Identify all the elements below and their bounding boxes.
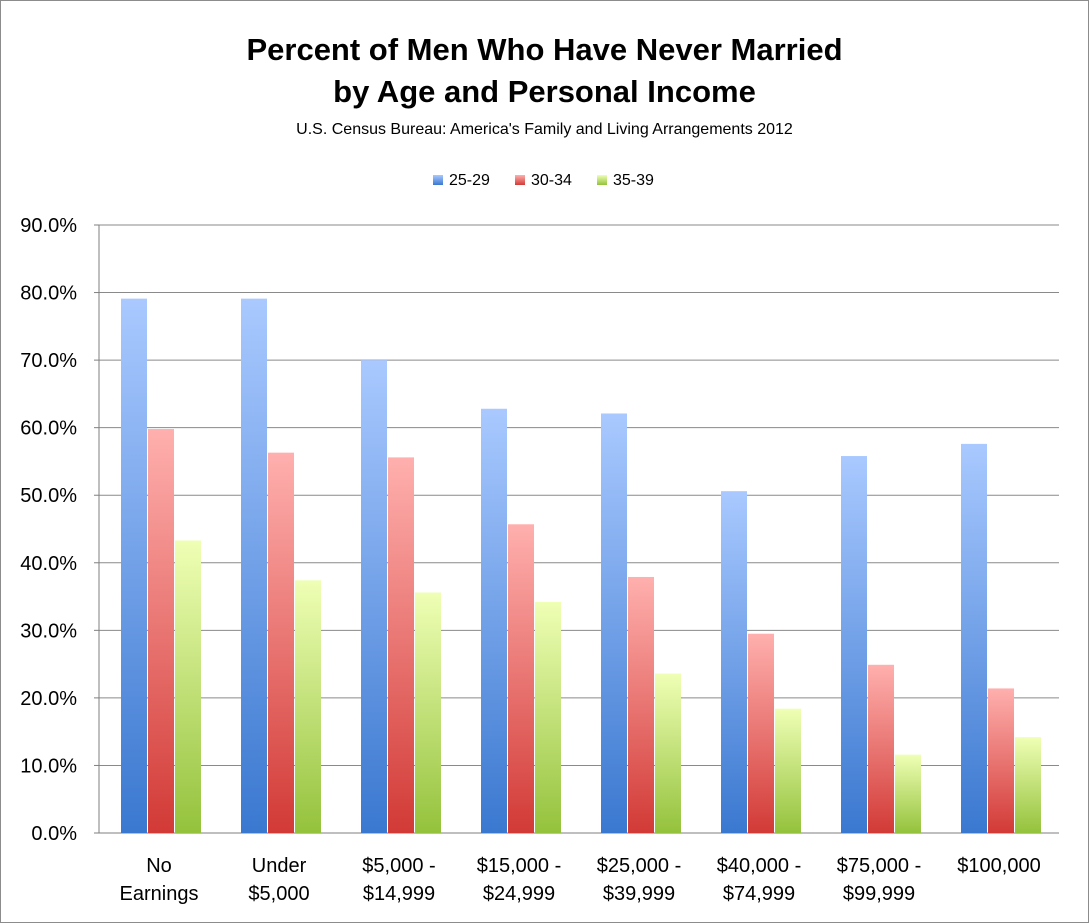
bar-35-39-cat-6 bbox=[775, 708, 801, 833]
x-category-label-line: $5,000 - bbox=[362, 855, 435, 877]
legend-label-30-34: 30-34 bbox=[531, 172, 572, 189]
x-category-label-line: $24,999 bbox=[483, 883, 555, 905]
legend: 25-29 30-34 35-39 bbox=[433, 172, 654, 189]
x-category-label: $100,000 bbox=[957, 855, 1040, 877]
bar-25-29-cat-7 bbox=[841, 456, 867, 833]
bar-30-34-cat-6 bbox=[748, 633, 774, 833]
x-axis-categories: No Earnings Under $5,000 $5,000 - $14,999 $15,… bbox=[120, 855, 1041, 905]
legend-item-30-34: 30-34 bbox=[515, 172, 572, 189]
x-category-label-line: $14,999 bbox=[363, 883, 435, 905]
x-category-label-line: Earnings bbox=[120, 883, 199, 905]
x-category-label-line: $100,000 bbox=[957, 855, 1040, 877]
bar-30-34-cat-2 bbox=[268, 452, 294, 833]
y-tick-label: 0.0% bbox=[31, 823, 77, 845]
bar-30-34-cat-1 bbox=[148, 429, 174, 833]
bar-35-39-cat-5 bbox=[655, 673, 681, 833]
bar-30-34-cat-8 bbox=[988, 688, 1014, 833]
chart-subtitle-group: U.S. Census Bureau: America's Family and… bbox=[296, 121, 793, 138]
legend-label-25-29: 25-29 bbox=[449, 172, 490, 189]
x-category-label: $75,000 - $99,999 bbox=[837, 855, 922, 905]
bar-30-34-cat-5 bbox=[628, 576, 654, 833]
y-tick-label: 90.0% bbox=[20, 215, 77, 237]
y-tick-label: 40.0% bbox=[20, 553, 77, 575]
bar-25-29-cat-5 bbox=[601, 413, 627, 833]
bar-25-29-cat-8 bbox=[961, 443, 987, 833]
chart-subtitle: U.S. Census Bureau: America's Family and… bbox=[296, 121, 793, 138]
y-axis-ticks: 0.0% 10.0% 20.0% 30.0% 40.0% 50.0% 60.0% 70.0% 8… bbox=[20, 215, 77, 845]
bar-25-29-cat-6 bbox=[721, 491, 747, 833]
x-category-label: $40,000 - $74,999 bbox=[717, 855, 802, 905]
x-category-label-line: Under bbox=[252, 855, 307, 877]
y-tick-label: 50.0% bbox=[20, 485, 77, 507]
y-tick-label: 20.0% bbox=[20, 688, 77, 710]
bar-35-39-cat-8 bbox=[1015, 737, 1041, 833]
y-tick-label: 60.0% bbox=[20, 418, 77, 440]
x-category-label: $15,000 - $24,999 bbox=[477, 855, 562, 905]
x-category-label-line: $40,000 - bbox=[717, 855, 802, 877]
x-category-label-line: $25,000 - bbox=[597, 855, 682, 877]
x-category-label-line: $74,999 bbox=[723, 883, 795, 905]
y-tick-label: 70.0% bbox=[20, 350, 77, 372]
x-category-label: No Earnings bbox=[120, 855, 199, 905]
bar-25-29-cat-3 bbox=[361, 360, 387, 833]
x-category-label-line: No bbox=[146, 855, 172, 877]
x-category-label-line: $15,000 - bbox=[477, 855, 562, 877]
x-category-label: $5,000 - $14,999 bbox=[362, 855, 435, 905]
chart-title: Percent of Men Who Have Never Married by … bbox=[246, 32, 842, 109]
bar-30-34-cat-7 bbox=[868, 664, 894, 833]
x-category-label: $25,000 - $39,999 bbox=[597, 855, 682, 905]
y-tick-label: 10.0% bbox=[20, 755, 77, 777]
bar-25-29-cat-1 bbox=[121, 298, 147, 833]
legend-swatch-35-39 bbox=[597, 175, 607, 185]
x-category-label-line: $39,999 bbox=[603, 883, 675, 905]
x-category-label: Under $5,000 bbox=[248, 855, 309, 905]
x-category-label-line: $75,000 - bbox=[837, 855, 922, 877]
chart-title-line-2: by Age and Personal Income bbox=[333, 74, 756, 109]
bar-25-29-cat-2 bbox=[241, 298, 267, 833]
gridlines bbox=[94, 224, 1059, 834]
x-category-label-line: $99,999 bbox=[843, 883, 915, 905]
legend-swatch-25-29 bbox=[433, 175, 443, 185]
y-tick-label: 30.0% bbox=[20, 620, 77, 642]
legend-swatch-30-34 bbox=[515, 175, 525, 185]
x-category-label-line: $5,000 bbox=[248, 883, 309, 905]
legend-item-25-29: 25-29 bbox=[433, 172, 490, 189]
bar-25-29-cat-4 bbox=[481, 408, 507, 833]
bars bbox=[121, 298, 1041, 833]
legend-label-35-39: 35-39 bbox=[613, 172, 654, 189]
bar-35-39-cat-4 bbox=[535, 601, 561, 833]
bar-35-39-cat-2 bbox=[295, 580, 321, 833]
y-tick-label: 80.0% bbox=[20, 283, 77, 305]
legend-item-35-39: 35-39 bbox=[597, 172, 654, 189]
chart-title-line-1: Percent of Men Who Have Never Married bbox=[246, 32, 842, 67]
bar-30-34-cat-4 bbox=[508, 524, 534, 833]
bar-35-39-cat-1 bbox=[175, 540, 201, 833]
bar-30-34-cat-3 bbox=[388, 457, 414, 833]
bar-35-39-cat-3 bbox=[415, 592, 441, 833]
bar-35-39-cat-7 bbox=[895, 754, 921, 833]
